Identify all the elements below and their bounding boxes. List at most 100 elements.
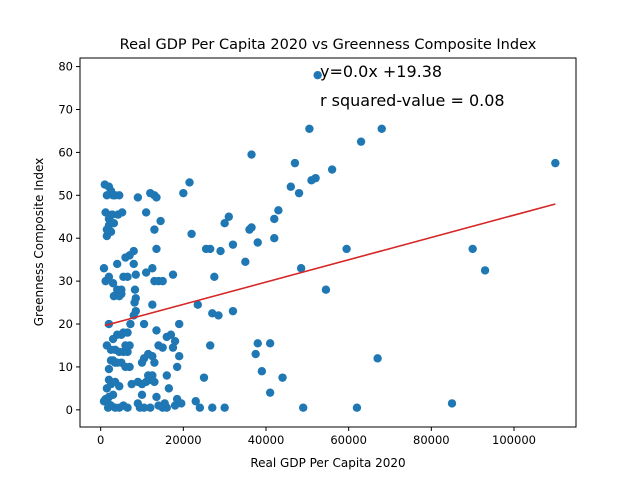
data-point: [253, 339, 262, 348]
data-point: [208, 403, 217, 412]
data-point: [156, 216, 165, 226]
data-point: [265, 339, 275, 348]
data-point: [270, 234, 279, 243]
data-point: [166, 330, 176, 339]
data-point: [377, 124, 386, 133]
data-point: [265, 388, 275, 397]
data-point: [152, 392, 161, 402]
data-point: [152, 244, 161, 254]
y-tick-label: 10: [58, 360, 73, 374]
data-point: [162, 371, 171, 380]
data-point: [214, 311, 223, 320]
data-point: [170, 336, 180, 346]
data-point: [103, 403, 113, 412]
data-point: [101, 208, 110, 217]
data-point: [356, 137, 366, 146]
data-point: [290, 158, 300, 168]
data-point: [130, 298, 139, 307]
data-point: [115, 191, 124, 200]
data-point: [278, 373, 287, 382]
data-point: [210, 272, 219, 282]
x-tick-label: 100000: [492, 433, 536, 447]
data-point: [193, 300, 202, 309]
data-point: [247, 223, 256, 232]
data-point: [148, 264, 157, 273]
x-axis-label: Real GDP Per Capita 2020: [250, 456, 405, 470]
data-point: [274, 206, 283, 215]
data-point: [117, 285, 126, 294]
x-tick-label: 20000: [165, 433, 202, 447]
data-point: [104, 364, 114, 374]
y-tick-label: 0: [66, 403, 73, 417]
data-point: [108, 210, 117, 219]
y-tick-label: 30: [58, 274, 73, 288]
axes: 0 20000 40000 60000 80000 100000 0 10 20 30 40 50 60…: [58, 57, 577, 447]
data-point: [123, 403, 132, 412]
data-point: [130, 285, 140, 294]
data-point: [168, 270, 178, 279]
data-point: [305, 124, 314, 133]
y-tick-label: 20: [58, 317, 73, 331]
data-point: [117, 208, 127, 217]
data-point: [150, 377, 159, 387]
data-point: [158, 343, 167, 352]
chart-title: Real GDP Per Capita 2020 vs Greenness Co…: [120, 37, 537, 53]
data-point: [191, 397, 200, 406]
data-point: [115, 382, 124, 391]
data-point: [148, 300, 157, 309]
data-point: [126, 319, 135, 329]
y-tick-label: 50: [58, 188, 73, 202]
data-point: [206, 244, 215, 254]
data-point: [247, 150, 256, 159]
data-point: [551, 158, 560, 168]
data-point: [311, 173, 320, 183]
data-point: [321, 285, 331, 294]
x-tick-label: 80000: [413, 433, 450, 447]
data-point: [125, 362, 134, 372]
x-tick-label: 40000: [248, 433, 285, 447]
data-point: [296, 264, 306, 273]
data-point: [123, 347, 132, 357]
data-point: [152, 326, 161, 335]
y-tick-label: 60: [58, 145, 73, 159]
data-point: [216, 246, 225, 256]
data-point: [220, 403, 229, 412]
data-point: [224, 212, 233, 221]
data-point: [113, 259, 122, 269]
data-point: [137, 358, 147, 367]
data-point: [108, 334, 118, 344]
data-point: [121, 341, 130, 350]
data-point: [150, 225, 159, 234]
data-point: [342, 244, 351, 254]
data-point: [228, 306, 238, 316]
data-point: [123, 328, 132, 337]
x-tick-label: 0: [97, 433, 104, 447]
data-point: [146, 403, 155, 412]
data-point: [133, 193, 143, 202]
data-point: [164, 384, 174, 393]
data-point: [158, 276, 167, 286]
regression-line: [104, 203, 556, 327]
data-point: [99, 264, 109, 273]
data-point: [141, 268, 151, 277]
data-point: [139, 319, 149, 329]
data-point: [373, 354, 382, 363]
y-tick-label: 80: [58, 60, 73, 74]
data-point: [447, 399, 457, 408]
data-point: [294, 188, 304, 198]
y-tick-label: 70: [58, 102, 73, 116]
data-point: [175, 352, 184, 361]
data-point: [352, 403, 362, 412]
data-point: [270, 214, 279, 224]
data-point: [220, 218, 229, 228]
data-point: [168, 343, 178, 352]
data-point: [141, 208, 151, 217]
data-point: [195, 403, 205, 412]
data-point: [148, 371, 157, 380]
y-tick-label: 40: [58, 231, 73, 245]
data-point: [108, 390, 118, 400]
plot-area: [99, 70, 560, 412]
data-point: [154, 401, 163, 410]
data-point: [241, 257, 250, 267]
data-point: [206, 341, 215, 350]
